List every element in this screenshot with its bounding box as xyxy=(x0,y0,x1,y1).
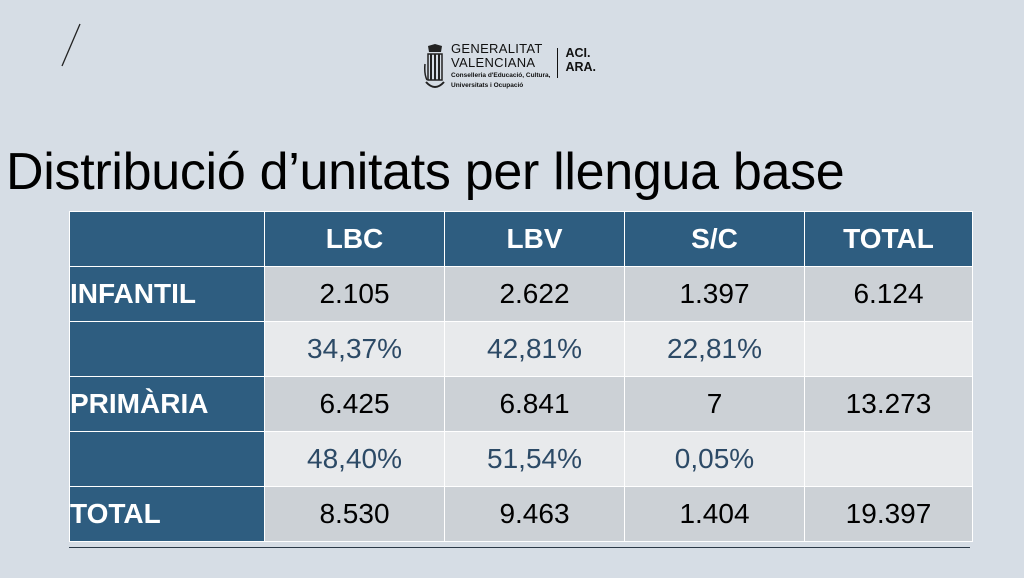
row-label: PRIMÀRIA xyxy=(69,376,265,432)
header-corner-cell xyxy=(69,211,265,267)
percent-cell: 51,54% xyxy=(444,431,625,487)
slogan-line1: ACI. xyxy=(565,46,591,60)
dept-line2: Universitats i Ocupació xyxy=(451,82,524,89)
value-cell: 13.273 xyxy=(804,376,973,432)
value-cell: 6.425 xyxy=(264,376,445,432)
row-label-empty xyxy=(69,431,265,487)
percent-cell: 22,81% xyxy=(624,321,805,377)
value-cell: 6.841 xyxy=(444,376,625,432)
value-cell: 9.463 xyxy=(444,486,625,542)
percent-cell xyxy=(804,431,973,487)
table-row: 48,40% 51,54% 0,05% xyxy=(69,431,973,487)
value-cell: 1.397 xyxy=(624,266,805,322)
value-cell: 8.530 xyxy=(264,486,445,542)
percent-cell: 34,37% xyxy=(264,321,445,377)
dept-line1: Conselleria d'Educació, Cultura, xyxy=(451,72,551,79)
row-label: INFANTIL xyxy=(69,266,265,322)
slide-title: Distribució d’unitats per llengua base xyxy=(6,143,845,201)
value-cell: 1.404 xyxy=(624,486,805,542)
value-cell: 7 xyxy=(624,376,805,432)
percent-cell: 42,81% xyxy=(444,321,625,377)
table-header-row: LBC LBV S/C TOTAL xyxy=(69,211,973,267)
value-cell: 6.124 xyxy=(804,266,973,322)
table-row: PRIMÀRIA 6.425 6.841 7 13.273 xyxy=(69,376,973,432)
row-label-empty xyxy=(69,321,265,377)
value-cell: 19.397 xyxy=(804,486,973,542)
percent-cell: 0,05% xyxy=(624,431,805,487)
value-cell: 2.622 xyxy=(444,266,625,322)
bottom-rule xyxy=(69,547,970,548)
percent-cell xyxy=(804,321,973,377)
crest-icon xyxy=(424,44,445,88)
percent-cell: 48,40% xyxy=(264,431,445,487)
column-header-lbc: LBC xyxy=(264,211,445,267)
generalitat-logo: GENERALITAT VALENCIANA Conselleria d'Edu… xyxy=(424,42,596,104)
org-name-line2: VALENCIANA xyxy=(451,55,536,70)
table-row: TOTAL 8.530 9.463 1.404 19.397 xyxy=(69,486,973,542)
slash-mark-icon xyxy=(61,23,81,67)
column-header-total: TOTAL xyxy=(804,211,973,267)
org-name-line1: GENERALITAT xyxy=(451,41,543,56)
slogan-line2: ARA. xyxy=(565,60,596,74)
column-header-s-c: S/C xyxy=(624,211,805,267)
value-cell: 2.105 xyxy=(264,266,445,322)
table-row: 34,37% 42,81% 22,81% xyxy=(69,321,973,377)
row-label: TOTAL xyxy=(69,486,265,542)
table-row: INFANTIL 2.105 2.622 1.397 6.124 xyxy=(69,266,973,322)
logo-separator xyxy=(557,48,559,78)
column-header-lbv: LBV xyxy=(444,211,625,267)
units-table: LBC LBV S/C TOTAL INFANTIL 2.105 2.622 1.397 6.… xyxy=(69,211,973,542)
